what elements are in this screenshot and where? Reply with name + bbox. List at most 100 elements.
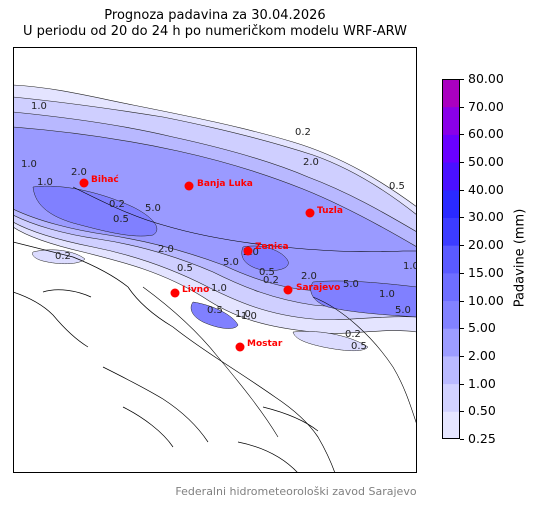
svg-text:1.0: 1.0 bbox=[379, 289, 395, 300]
svg-text:1.0: 1.0 bbox=[241, 311, 257, 322]
coastline bbox=[13, 241, 336, 473]
city-marker-icon bbox=[235, 342, 245, 352]
colorbar-tick-mark bbox=[460, 106, 464, 108]
svg-text:1.0: 1.0 bbox=[235, 309, 251, 320]
city-marker-icon bbox=[305, 208, 315, 218]
city-mostar[interactable]: Mostar bbox=[235, 339, 283, 352]
city-marker-icon bbox=[79, 178, 89, 188]
city-sarajevo[interactable]: Sarajevo bbox=[283, 283, 341, 295]
colorbar-tick-label: 60.00 bbox=[468, 126, 504, 142]
svg-text:1.0: 1.0 bbox=[31, 101, 47, 112]
svg-text:0.5: 0.5 bbox=[389, 181, 405, 192]
city-banja-luka[interactable]: Banja Luka bbox=[184, 179, 253, 191]
colorbar-tick-label: 20.00 bbox=[468, 237, 504, 253]
colorbar-segment bbox=[442, 79, 460, 108]
svg-text:0.5: 0.5 bbox=[177, 263, 193, 274]
colorbar-tick-label: 40.00 bbox=[468, 181, 504, 197]
colorbar-segment bbox=[442, 217, 460, 246]
svg-text:0.5: 0.5 bbox=[207, 305, 223, 316]
svg-text:1.0: 1.0 bbox=[211, 283, 227, 294]
svg-text:2.0: 2.0 bbox=[71, 167, 87, 178]
colorbar-segment bbox=[442, 106, 460, 135]
precip-patch-south bbox=[292, 331, 369, 351]
colorbar-tick-label: 10.00 bbox=[468, 292, 504, 308]
city-marker-icon bbox=[184, 181, 194, 191]
colorbar-tick-label: 0.50 bbox=[468, 403, 496, 419]
svg-text:2.0: 2.0 bbox=[301, 271, 317, 282]
colorbar-tick-mark bbox=[460, 162, 464, 164]
colorbar-segment bbox=[442, 300, 460, 329]
city-label: Tuzla bbox=[317, 206, 343, 216]
colorbar-tick-mark bbox=[460, 439, 464, 440]
colorbar-segment bbox=[442, 411, 460, 439]
colorbar-segment bbox=[442, 355, 460, 385]
colorbar-tick-label: 2.00 bbox=[468, 347, 496, 363]
colorbar-label: Padavine (mm) bbox=[512, 208, 528, 308]
city-marker-icon bbox=[170, 288, 180, 298]
colorbar-tick-label: 0.25 bbox=[468, 431, 496, 446]
colorbar-segment bbox=[442, 272, 460, 302]
svg-text:0.5: 0.5 bbox=[113, 214, 129, 225]
colorbar-segment bbox=[442, 162, 460, 191]
city-label: Livno bbox=[182, 285, 209, 295]
colorbar-tick-mark bbox=[460, 189, 464, 191]
city-zenica[interactable]: Zenica bbox=[243, 242, 289, 256]
city-label: Sarajevo bbox=[296, 283, 340, 293]
svg-text:0.5: 0.5 bbox=[351, 341, 367, 352]
city-label: Mostar bbox=[247, 339, 283, 349]
footer-credit: Federalni hidrometeorološki zavod Saraje… bbox=[175, 485, 417, 498]
precipitation-map: 1.0 0.2 2.0 0.5 1.0 2.0 1.0 5.0 0.2 0.5 … bbox=[13, 47, 417, 473]
svg-text:2.0: 2.0 bbox=[303, 157, 319, 168]
colorbar bbox=[442, 79, 460, 439]
city-label: Bihać bbox=[91, 174, 119, 185]
svg-text:5.0: 5.0 bbox=[395, 305, 411, 316]
svg-text:0.2: 0.2 bbox=[55, 251, 71, 262]
colorbar-tick-label: 80.00 bbox=[468, 71, 504, 86]
svg-text:1.0: 1.0 bbox=[37, 177, 53, 188]
svg-text:1.0: 1.0 bbox=[403, 261, 417, 272]
colorbar-tick-mark bbox=[460, 272, 464, 274]
colorbar-tick-label: 30.00 bbox=[468, 209, 504, 225]
svg-text:5.0: 5.0 bbox=[223, 257, 239, 268]
colorbar-tick-mark bbox=[460, 411, 464, 413]
city-label: Banja Luka bbox=[197, 179, 253, 189]
precip-band-5d bbox=[190, 301, 239, 329]
svg-text:2.0: 2.0 bbox=[158, 244, 174, 255]
colorbar-tick-mark bbox=[460, 328, 464, 330]
colorbar-tick-mark bbox=[460, 300, 464, 302]
map-title: Prognoza padavina za 30.04.2026 bbox=[104, 8, 326, 23]
colorbar-tick-label: 15.00 bbox=[468, 264, 504, 280]
colorbar-tick-mark bbox=[460, 79, 464, 80]
colorbar-tick-label: 70.00 bbox=[468, 98, 504, 114]
city-bihac[interactable]: Bihać bbox=[79, 174, 120, 188]
colorbar-tick-label: 50.00 bbox=[468, 154, 504, 170]
svg-text:5.0: 5.0 bbox=[343, 279, 359, 290]
colorbar-segment bbox=[442, 189, 460, 218]
colorbar-tick-mark bbox=[460, 134, 464, 136]
svg-text:0.2: 0.2 bbox=[295, 127, 311, 138]
precip-patch-south2 bbox=[32, 249, 86, 264]
svg-text:1.0: 1.0 bbox=[21, 159, 37, 170]
map-subtitle: U periodu od 20 do 24 h po numeričkom mo… bbox=[22, 24, 408, 39]
city-marker-icon bbox=[243, 246, 253, 256]
colorbar-segment bbox=[442, 328, 460, 357]
city-tuzla[interactable]: Tuzla bbox=[305, 206, 343, 218]
svg-text:0.2: 0.2 bbox=[345, 329, 361, 340]
city-markers: Bihać Banja Luka Tuzla Zenica Livno Sara… bbox=[79, 174, 343, 352]
colorbar-tick-mark bbox=[460, 355, 464, 357]
colorbar-tick-mark bbox=[460, 383, 464, 385]
precip-band-5b bbox=[241, 245, 289, 271]
colorbar-tick-mark bbox=[460, 217, 464, 219]
contour-labels: 1.0 0.2 2.0 0.5 1.0 2.0 1.0 5.0 0.2 0.5 … bbox=[21, 101, 417, 352]
border-line bbox=[72, 186, 417, 438]
svg-text:5.0: 5.0 bbox=[145, 203, 161, 214]
map-frame bbox=[13, 47, 417, 473]
colorbar-segment bbox=[442, 383, 460, 412]
svg-text:0.2: 0.2 bbox=[263, 275, 279, 286]
colorbar-frame bbox=[442, 79, 460, 439]
colorbar-tick-label: 1.00 bbox=[468, 375, 496, 391]
colorbar-segment bbox=[442, 134, 460, 163]
city-marker-icon bbox=[283, 285, 293, 295]
city-livno[interactable]: Livno bbox=[170, 285, 210, 298]
colorbar-tick-label: 5.00 bbox=[468, 320, 496, 336]
